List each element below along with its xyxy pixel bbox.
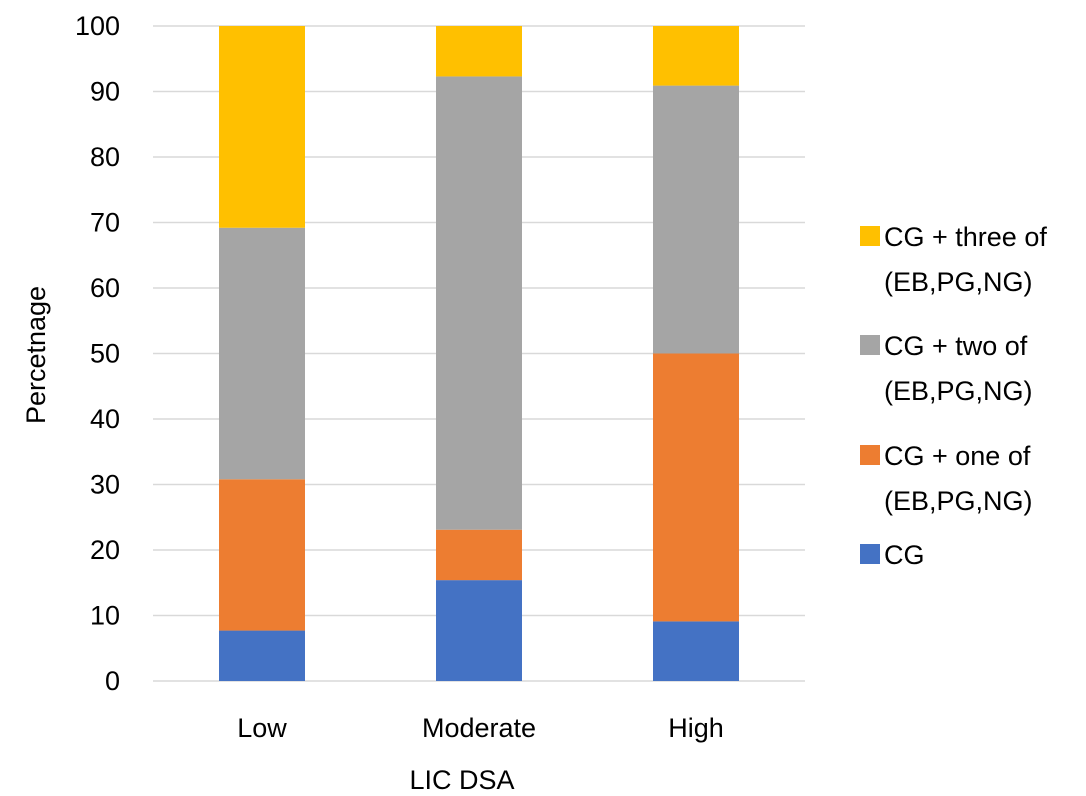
bar-segment: [219, 479, 305, 631]
bar-segment: [653, 85, 739, 354]
y-tick-label: 70: [90, 208, 120, 238]
bar-segment: [219, 227, 305, 480]
y-tick-label: 60: [90, 273, 120, 303]
bar-segment: [219, 26, 305, 228]
y-tick-label: 40: [90, 404, 120, 434]
y-axis-ticks: 0 10 20 30 40 50 60 70 80 90 100: [75, 11, 120, 696]
legend-label: (EB,PG,NG): [884, 376, 1033, 406]
y-tick-label: 50: [90, 339, 120, 369]
bar-segment: [653, 353, 739, 622]
legend-item: CG + two of (EB,PG,NG): [860, 331, 1033, 406]
y-tick-label: 100: [75, 11, 120, 41]
legend-swatch: [860, 335, 880, 355]
y-axis-title: Percetnage: [21, 286, 51, 424]
x-axis-title: LIC DSA: [409, 765, 514, 795]
bar-segment: [653, 621, 739, 681]
y-tick-label: 30: [90, 470, 120, 500]
legend-label: CG + three of: [884, 222, 1047, 252]
legend-swatch: [860, 226, 880, 246]
y-tick-label: 0: [105, 666, 120, 696]
bar-segment: [219, 630, 305, 681]
bars: [219, 26, 739, 681]
legend-label: CG: [884, 540, 925, 570]
legend-swatch: [860, 544, 880, 564]
x-tick-label: Low: [237, 713, 287, 743]
y-tick-label: 20: [90, 535, 120, 565]
bar-segment: [653, 26, 739, 86]
y-tick-label: 80: [90, 142, 120, 172]
legend: CG + three of (EB,PG,NG) CG + two of (EB,PG…: [860, 222, 1047, 570]
bar-segment: [436, 26, 522, 77]
y-tick-label: 90: [90, 77, 120, 107]
legend-item: CG + three of (EB,PG,NG): [860, 222, 1047, 297]
legend-label: CG + two of: [884, 331, 1028, 361]
legend-item: CG + one of (EB,PG,NG): [860, 441, 1033, 516]
bar-segment: [436, 529, 522, 581]
legend-label: (EB,PG,NG): [884, 486, 1033, 516]
legend-label: (EB,PG,NG): [884, 267, 1033, 297]
x-tick-label: High: [668, 713, 724, 743]
bar-segment: [436, 76, 522, 530]
legend-item: CG: [860, 540, 925, 570]
bar-segment: [436, 580, 522, 681]
x-tick-label: Moderate: [422, 713, 536, 743]
legend-label: CG + one of: [884, 441, 1031, 471]
x-axis-ticks: Low Moderate High: [237, 713, 724, 743]
legend-swatch: [860, 445, 880, 465]
y-tick-label: 10: [90, 601, 120, 631]
